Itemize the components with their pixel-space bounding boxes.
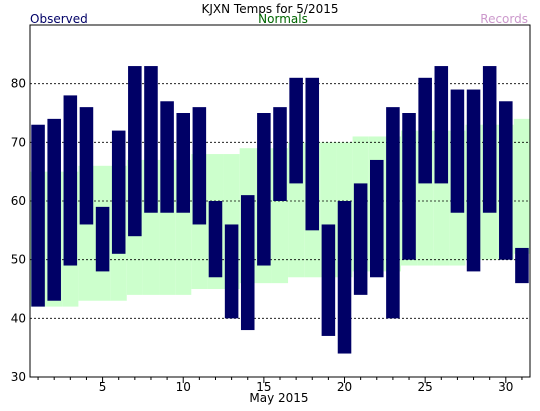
legend-observed: Observed: [30, 12, 88, 26]
observed-bar: [402, 113, 416, 260]
y-tick-label: 80: [11, 77, 26, 91]
y-tick-label: 40: [11, 311, 26, 325]
normal-range-bar: [513, 118, 530, 254]
observed-bar: [47, 118, 61, 301]
observed-bar: [208, 201, 223, 278]
observed-bar: [224, 224, 239, 319]
observed-bar: [450, 89, 465, 213]
axis-layer: 5 10 15 20 25 30 30 40 50 60 70 80: [11, 24, 531, 394]
observed-layer: [31, 66, 529, 354]
observed-bar: [160, 101, 174, 213]
x-tick-label: 20: [337, 380, 352, 394]
observed-bar: [192, 107, 207, 225]
x-tick-label: 5: [99, 380, 107, 394]
legend-records: Records: [480, 12, 528, 26]
observed-bar: [466, 89, 481, 272]
observed-bar: [128, 66, 142, 237]
y-tick-label: 30: [11, 370, 26, 384]
observed-bar: [370, 159, 384, 278]
chart-title: KJXN Temps for 5/2015: [202, 2, 339, 16]
observed-bar: [337, 201, 352, 354]
observed-bar: [79, 107, 94, 225]
observed-bar: [289, 77, 303, 184]
observed-bar: [176, 113, 190, 213]
x-tick-label: 10: [176, 380, 191, 394]
y-tick-label: 70: [11, 135, 26, 149]
y-tick-label: 50: [11, 253, 26, 267]
observed-bar: [31, 124, 45, 307]
observed-bar: [144, 66, 158, 213]
legend-normals: Normals: [258, 12, 308, 26]
x-tick-label: 15: [256, 380, 271, 394]
observed-bar: [434, 66, 449, 184]
observed-bar: [353, 183, 368, 295]
observed-bar: [386, 107, 400, 319]
observed-bar: [321, 224, 336, 336]
x-axis-label: May 2015: [249, 391, 308, 405]
observed-bar: [273, 107, 287, 201]
x-tick-label: 25: [418, 380, 433, 394]
observed-bar: [257, 113, 271, 266]
observed-bar: [515, 247, 529, 284]
observed-bar: [63, 95, 78, 266]
observed-bar: [482, 66, 497, 213]
observed-bar: [418, 77, 432, 184]
x-tick-label: 30: [498, 380, 513, 394]
observed-bar: [240, 195, 255, 331]
observed-bar: [95, 206, 110, 272]
y-tick-label: 60: [11, 194, 26, 208]
observed-bar: [111, 130, 126, 254]
observed-bar: [499, 101, 513, 260]
observed-bar: [305, 77, 320, 231]
